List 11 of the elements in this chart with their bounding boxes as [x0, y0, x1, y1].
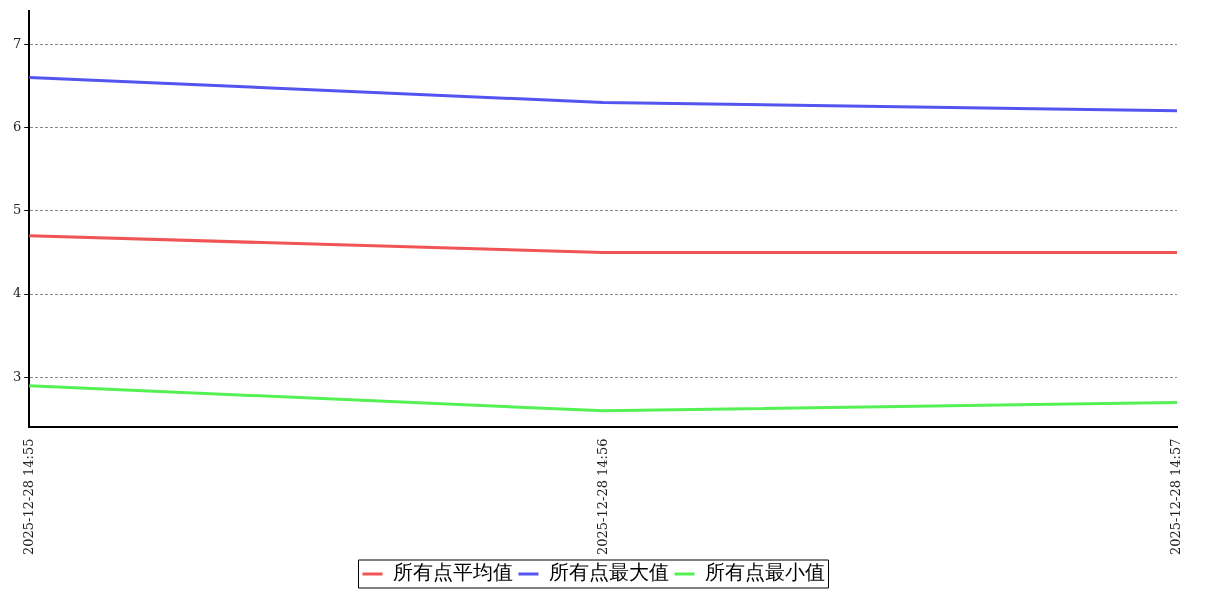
- legend-label: 所有点平均值: [392, 560, 513, 585]
- y-tick-label: 5: [12, 202, 22, 218]
- legend-label: 所有点最大值: [548, 560, 669, 585]
- y-tick-label: 4: [12, 285, 22, 301]
- x-tick-label: 2025-12-28 14:55: [20, 438, 36, 556]
- x-tick-label: 2025-12-28 14:57: [1168, 438, 1184, 556]
- y-tick-label: 6: [12, 118, 22, 134]
- legend-label: 所有点最小值: [704, 560, 825, 585]
- y-tick-label: 7: [12, 35, 22, 51]
- y-tick-label: 3: [12, 368, 22, 384]
- x-tick-label: 2025-12-28 14:56: [594, 438, 610, 556]
